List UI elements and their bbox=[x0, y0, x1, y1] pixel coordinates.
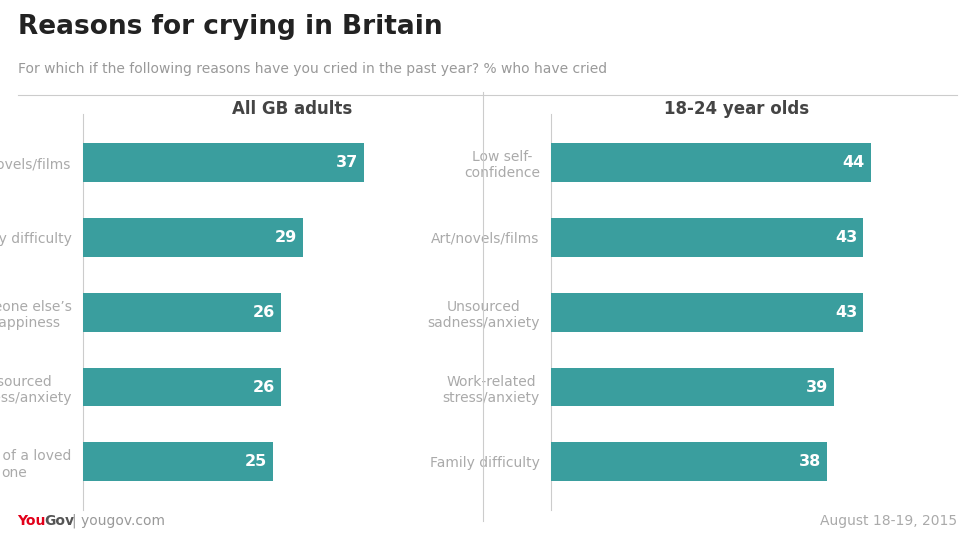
Text: Reasons for crying in Britain: Reasons for crying in Britain bbox=[18, 14, 443, 40]
Text: 29: 29 bbox=[275, 230, 297, 245]
Text: 25: 25 bbox=[245, 454, 267, 469]
Bar bbox=[551, 368, 835, 407]
Text: 39: 39 bbox=[806, 380, 829, 395]
Text: 26: 26 bbox=[253, 380, 275, 395]
Text: August 18-19, 2015: August 18-19, 2015 bbox=[820, 514, 957, 528]
Text: 43: 43 bbox=[836, 305, 858, 320]
Bar bbox=[551, 293, 864, 332]
Text: 26: 26 bbox=[253, 305, 275, 320]
Text: 37: 37 bbox=[336, 155, 358, 170]
Bar bbox=[551, 143, 871, 182]
Text: For which if the following reasons have you cried in the past year? % who have c: For which if the following reasons have … bbox=[18, 62, 606, 77]
Bar bbox=[83, 293, 281, 332]
Text: You: You bbox=[18, 514, 46, 528]
Bar bbox=[83, 443, 273, 481]
Text: 38: 38 bbox=[799, 454, 821, 469]
Text: 18-24 year olds: 18-24 year olds bbox=[664, 100, 808, 118]
Text: All GB adults: All GB adults bbox=[232, 100, 353, 118]
Bar bbox=[83, 368, 281, 407]
Text: 43: 43 bbox=[836, 230, 858, 245]
Bar bbox=[551, 443, 827, 481]
Bar bbox=[83, 218, 303, 257]
Text: 44: 44 bbox=[842, 155, 865, 170]
Text: Gov: Gov bbox=[45, 514, 74, 528]
Text: | yougov.com: | yougov.com bbox=[72, 513, 165, 528]
Bar bbox=[551, 218, 864, 257]
Bar bbox=[83, 143, 365, 182]
